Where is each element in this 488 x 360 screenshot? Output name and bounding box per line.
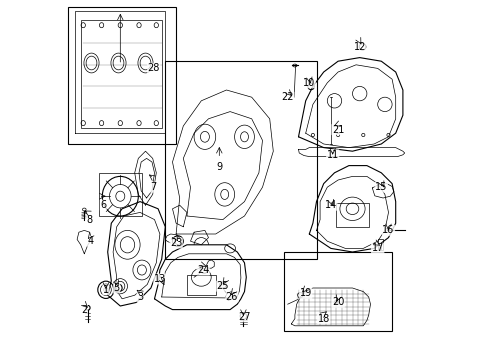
Bar <box>81 20 162 128</box>
Text: 11: 11 <box>326 150 338 160</box>
Text: 12: 12 <box>353 42 365 52</box>
Text: 16: 16 <box>382 225 394 235</box>
Text: 17: 17 <box>371 243 383 253</box>
Text: 14: 14 <box>324 200 336 210</box>
Bar <box>99 173 142 216</box>
Text: 6: 6 <box>100 200 106 210</box>
Bar <box>336 203 368 227</box>
Text: 24: 24 <box>197 265 209 275</box>
Text: 2: 2 <box>81 305 87 315</box>
Bar <box>377 239 382 250</box>
Text: 23: 23 <box>169 238 182 248</box>
Text: 18: 18 <box>317 314 329 324</box>
Text: 3: 3 <box>137 292 143 302</box>
Text: 20: 20 <box>331 297 344 307</box>
Text: 10: 10 <box>303 78 315 88</box>
Text: 19: 19 <box>299 288 311 298</box>
Bar <box>68 7 176 144</box>
Text: 4: 4 <box>87 236 93 246</box>
Text: 8: 8 <box>86 215 92 225</box>
Text: 28: 28 <box>147 63 160 73</box>
Text: 22: 22 <box>281 92 293 102</box>
Bar <box>284 252 391 331</box>
Text: 26: 26 <box>225 292 238 302</box>
Text: 9: 9 <box>216 162 222 172</box>
Bar <box>165 61 316 259</box>
Text: 21: 21 <box>331 125 344 135</box>
Bar <box>186 275 215 295</box>
Text: 5: 5 <box>113 283 120 293</box>
Text: 1: 1 <box>102 285 109 295</box>
Text: 7: 7 <box>150 182 157 192</box>
Text: 25: 25 <box>216 281 229 291</box>
Text: 13: 13 <box>153 274 166 284</box>
Text: 27: 27 <box>238 312 250 322</box>
Text: 15: 15 <box>374 182 386 192</box>
